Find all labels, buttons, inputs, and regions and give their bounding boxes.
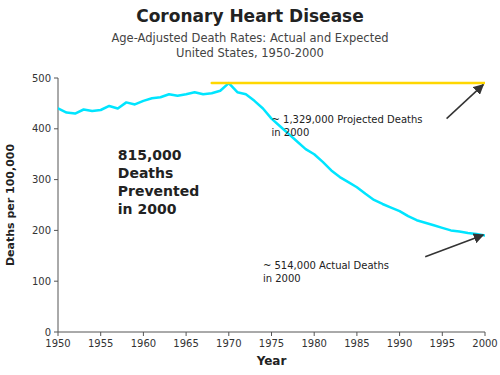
annotation: ~ 514,000 Actual Deaths in 2000 <box>263 260 389 284</box>
y-tick <box>54 230 58 231</box>
x-tick-label: 2000 <box>472 338 497 349</box>
x-tick-label: 1965 <box>173 338 198 349</box>
x-tick <box>186 332 187 336</box>
subtitle: United States, 1950-2000 <box>176 46 324 60</box>
plot-area <box>58 83 485 235</box>
y-tick <box>54 281 58 282</box>
x-tick <box>228 332 229 336</box>
annotation-line: Prevented <box>118 183 199 199</box>
y-tick-label: 100 <box>32 276 51 287</box>
x-tick <box>442 332 443 336</box>
y-tick-label: 200 <box>32 225 51 236</box>
y-tick-label: 400 <box>32 123 51 134</box>
annotation: 815,000 Deaths Prevented in 2000 <box>118 147 199 218</box>
y-tick <box>54 332 58 333</box>
annotation-line: in 2000 <box>263 273 301 284</box>
x-tick <box>314 332 315 336</box>
y-tick-label: 0 <box>45 327 51 338</box>
x-tick-label: 1950 <box>45 338 70 349</box>
x-tick-label: 1970 <box>216 338 241 349</box>
annotation-line: 815,000 <box>118 147 182 163</box>
y-tick-label: 300 <box>32 174 51 185</box>
arrow <box>447 85 484 119</box>
subtitle: Age-Adjusted Death Rates: Actual and Exp… <box>111 31 388 45</box>
x-tick <box>356 332 357 336</box>
y-tick <box>54 128 58 129</box>
x-tick-label: 1985 <box>344 338 369 349</box>
y-tick <box>54 78 58 79</box>
title: Coronary Heart Disease <box>136 6 364 26</box>
x-tick <box>143 332 144 336</box>
x-tick <box>58 332 59 336</box>
annotation: ~ 1,329,000 Projected Deaths in 2000 <box>272 114 423 138</box>
x-tick-label: 1960 <box>131 338 156 349</box>
annotation-line: ~ 514,000 Actual Deaths <box>263 260 389 271</box>
x-tick-label: 1980 <box>301 338 326 349</box>
x-tick-label: 1975 <box>259 338 284 349</box>
x-tick-label: 1990 <box>387 338 412 349</box>
x-tick <box>100 332 101 336</box>
y-axis <box>58 78 59 332</box>
series-line <box>58 83 485 235</box>
x-tick-label: 1955 <box>88 338 113 349</box>
y-tick-label: 500 <box>32 73 51 84</box>
arrow <box>425 235 483 257</box>
annotation-line: Deaths <box>118 165 174 181</box>
annotation-line: in 2000 <box>118 201 177 217</box>
x-axis-label: Year <box>256 354 287 368</box>
y-tick <box>54 179 58 180</box>
series-line <box>212 82 485 85</box>
x-tick-label: 1995 <box>430 338 455 349</box>
x-tick <box>485 332 486 336</box>
x-tick <box>271 332 272 336</box>
y-axis-label: Deaths per 100,000 <box>4 144 17 267</box>
chart: Coronary Heart Disease Age-Adjusted Death… <box>0 0 500 375</box>
annotation-line: in 2000 <box>272 127 310 138</box>
x-tick <box>399 332 400 336</box>
annotation-line: ~ 1,329,000 Projected Deaths <box>272 114 423 125</box>
